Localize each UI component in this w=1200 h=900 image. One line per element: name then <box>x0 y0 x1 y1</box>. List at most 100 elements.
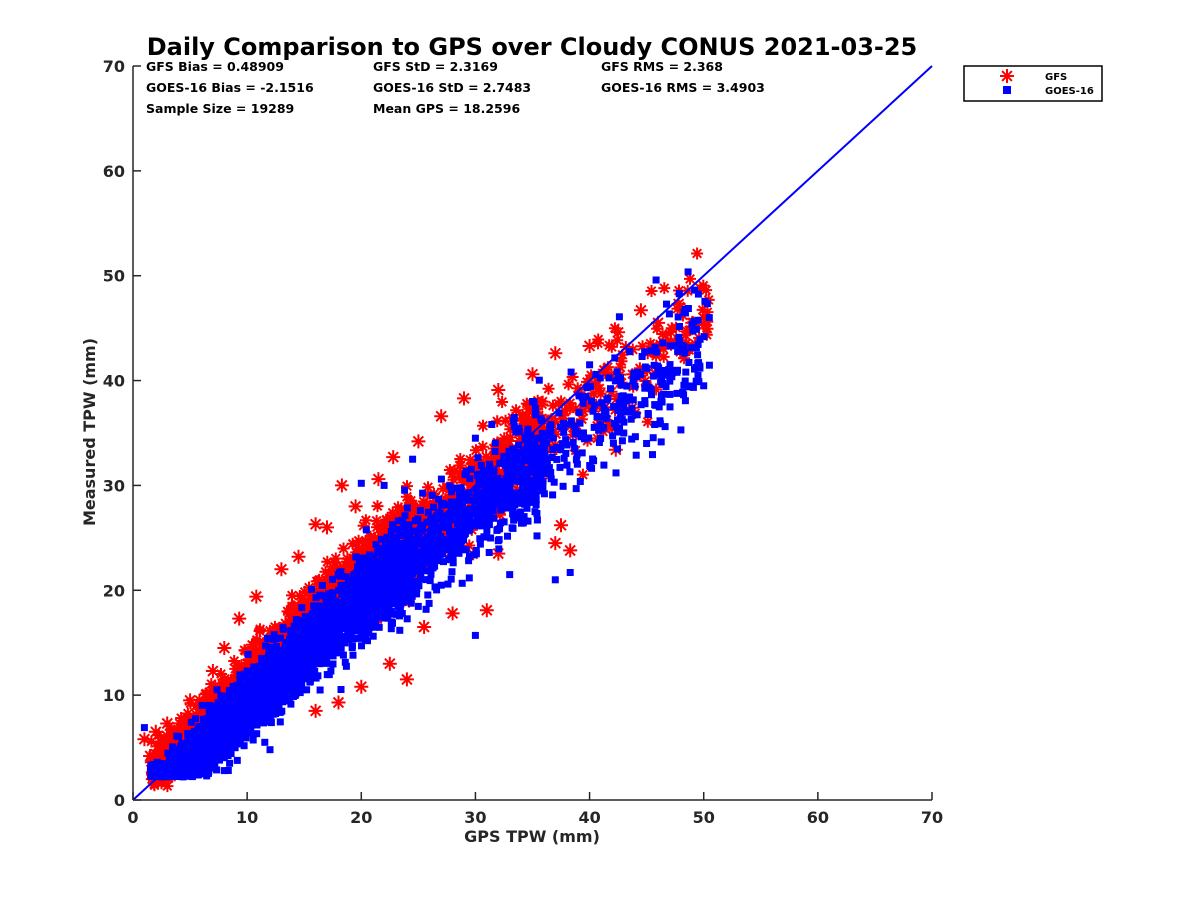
goes16-point <box>434 509 442 516</box>
goes16-point <box>576 429 584 437</box>
goes16-point <box>465 557 473 565</box>
gfs-point <box>542 382 555 395</box>
goes16-point <box>618 408 626 416</box>
goes16-point <box>298 604 306 612</box>
goes16-point <box>655 403 663 411</box>
gfs-point <box>439 493 452 506</box>
goes16-point <box>524 517 532 525</box>
goes16-point <box>164 749 172 757</box>
goes16-point <box>245 676 252 684</box>
gfs-point <box>479 603 494 618</box>
gfs-point <box>671 297 686 311</box>
goes16-point <box>509 506 517 514</box>
goes16-point <box>493 500 501 508</box>
gfs-point <box>558 404 571 417</box>
gfs-point <box>696 303 709 316</box>
goes16-point <box>649 372 657 380</box>
goes16-point <box>231 744 239 752</box>
goes16-point <box>519 488 527 496</box>
gfs-point <box>523 406 536 419</box>
goes16-point <box>310 609 318 617</box>
gfs-point <box>321 555 334 568</box>
gfs-point <box>585 369 598 382</box>
gfs-point <box>359 534 372 547</box>
goes16-point <box>419 489 427 497</box>
goes16-point <box>341 658 349 666</box>
goes16-point <box>575 408 583 416</box>
goes16-point <box>632 451 640 459</box>
gfs-point <box>606 422 619 435</box>
goes16-point <box>325 590 333 598</box>
gfs-point <box>454 467 467 480</box>
goes16-point <box>466 552 473 560</box>
gfs-point <box>616 348 629 361</box>
goes16-point <box>590 401 598 409</box>
goes16-point <box>585 434 593 442</box>
goes16-point <box>633 411 641 419</box>
goes16-point <box>556 463 564 471</box>
gfs-point <box>205 678 218 690</box>
goes16-point <box>305 664 313 672</box>
goes16-point <box>647 347 655 355</box>
gfs-point <box>253 625 266 637</box>
goes16-point <box>573 460 581 468</box>
goes16-point <box>571 422 579 430</box>
goes16-point <box>184 730 192 738</box>
gfs-point <box>656 328 669 340</box>
goes16-point <box>472 485 480 493</box>
goes16-point <box>556 423 564 431</box>
gfs-point <box>340 555 353 568</box>
gfs-point <box>454 453 467 465</box>
gfs-point <box>496 396 509 408</box>
gfs-point <box>371 500 384 513</box>
goes16-point <box>233 756 241 764</box>
gfs-point <box>357 519 370 532</box>
goes16-point <box>614 428 622 436</box>
goes16-point <box>461 471 469 479</box>
gfs-point <box>590 372 603 385</box>
goes16-point <box>600 461 608 469</box>
goes16-point <box>490 466 498 474</box>
gfs-point <box>549 415 562 428</box>
goes16-point <box>566 468 574 476</box>
gfs-point <box>319 565 332 578</box>
goes16-point <box>603 414 611 422</box>
goes16-point <box>467 465 475 473</box>
gfs-point <box>562 378 575 391</box>
gfs-point <box>446 467 459 480</box>
stat-text: Mean GPS = 18.2596 <box>373 101 520 116</box>
goes16-point <box>475 470 483 478</box>
goes16-point <box>366 551 374 559</box>
gfs-point <box>651 315 666 330</box>
goes16-point <box>454 520 462 528</box>
gfs-point <box>491 452 504 465</box>
goes16-point <box>329 575 336 583</box>
gfs-point <box>504 423 517 436</box>
gfs-point <box>358 548 371 561</box>
gfs-point <box>525 367 540 382</box>
gfs-point <box>678 352 691 365</box>
gfs-point <box>556 412 569 425</box>
gfs-point <box>331 695 346 710</box>
gfs-point <box>171 725 184 738</box>
gfs-point <box>576 468 589 481</box>
goes16-point <box>500 452 508 460</box>
goes16-point <box>522 446 529 454</box>
gfs-point <box>517 421 530 434</box>
gfs-point <box>148 724 163 739</box>
goes16-point <box>477 462 485 469</box>
goes16-point <box>381 542 389 550</box>
plot-area <box>132 65 933 801</box>
goes16-point <box>499 495 507 502</box>
gfs-point <box>445 606 460 621</box>
gfs-point <box>650 383 663 396</box>
goes16-point <box>609 432 617 440</box>
goes16-point <box>236 671 244 679</box>
goes16-point <box>362 526 370 534</box>
goes16-point <box>649 434 657 442</box>
gfs-point <box>679 329 692 342</box>
gfs-point <box>464 453 477 466</box>
goes16-point <box>455 549 463 557</box>
goes16-point <box>398 516 406 524</box>
goes16-point <box>668 367 676 374</box>
